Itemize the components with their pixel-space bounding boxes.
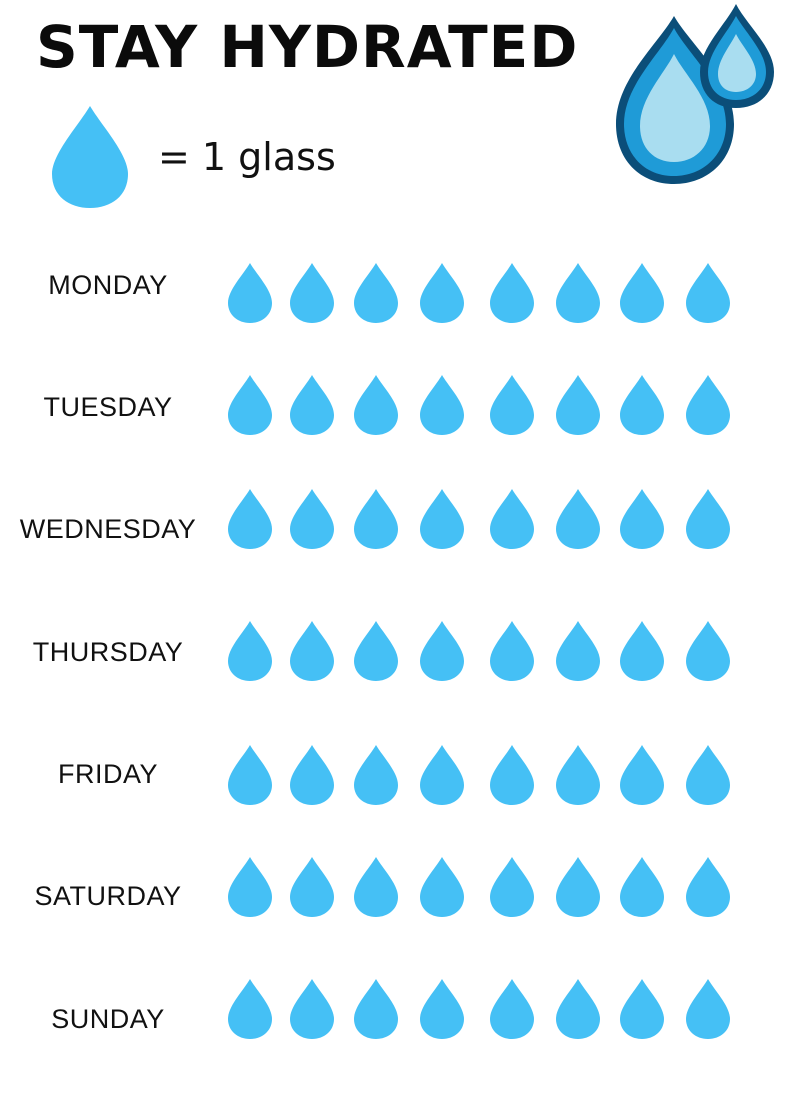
water-drop-icon[interactable] (554, 374, 602, 436)
water-drop-icon[interactable] (418, 856, 466, 918)
legend-label: = 1 glass (158, 135, 336, 179)
water-drop-icon[interactable] (684, 488, 732, 550)
water-drop-icon[interactable] (352, 262, 400, 324)
water-drop-icon[interactable] (488, 744, 536, 806)
water-drop-icon[interactable] (684, 262, 732, 324)
drop-row-friday (222, 744, 742, 810)
day-label-tuesday: TUESDAY (43, 392, 173, 422)
water-drops-icon (612, 0, 782, 190)
water-drop-icon[interactable] (488, 262, 536, 324)
water-drop-icon[interactable] (288, 978, 336, 1040)
water-drop-icon[interactable] (684, 978, 732, 1040)
water-drop-icon[interactable] (488, 374, 536, 436)
water-drop-icon[interactable] (618, 262, 666, 324)
water-drop-icon[interactable] (226, 856, 274, 918)
water-drop-icon[interactable] (418, 978, 466, 1040)
water-drop-icon[interactable] (488, 488, 536, 550)
water-drop-icon[interactable] (288, 262, 336, 324)
water-drop-icon[interactable] (288, 374, 336, 436)
day-label-monday: MONDAY (48, 270, 168, 300)
drop-row-sunday (222, 978, 742, 1044)
water-drop-icon[interactable] (554, 488, 602, 550)
water-drop-icon[interactable] (418, 620, 466, 682)
water-drop-icon[interactable] (418, 374, 466, 436)
page-title: STAY HYDRATED (36, 13, 579, 81)
water-drop-icon[interactable] (352, 488, 400, 550)
water-drop-icon[interactable] (554, 620, 602, 682)
water-drop-icon[interactable] (618, 856, 666, 918)
drop-row-monday (222, 262, 742, 328)
water-drop-icon[interactable] (288, 620, 336, 682)
water-drop-icon[interactable] (288, 744, 336, 806)
day-label-friday: FRIDAY (57, 759, 158, 789)
water-drop-icon[interactable] (554, 744, 602, 806)
water-drop-icon[interactable] (418, 488, 466, 550)
drop-row-thursday (222, 620, 742, 686)
water-drop-icon[interactable] (488, 856, 536, 918)
day-label-sunday: SUNDAY (51, 1004, 165, 1034)
water-drop-icon[interactable] (488, 620, 536, 682)
water-drop-icon[interactable] (618, 488, 666, 550)
water-drop-icon[interactable] (352, 978, 400, 1040)
water-drop-icon[interactable] (554, 978, 602, 1040)
day-label-wednesday: WEDNESDAY (19, 514, 197, 544)
water-drop-icon[interactable] (488, 978, 536, 1040)
drop-row-saturday (222, 856, 742, 922)
day-label-saturday: SATURDAY (34, 881, 182, 911)
water-drop-icon[interactable] (618, 978, 666, 1040)
water-drop-icon[interactable] (226, 744, 274, 806)
water-drop-icon[interactable] (554, 262, 602, 324)
water-drop-icon[interactable] (226, 262, 274, 324)
water-drop-icon[interactable] (352, 620, 400, 682)
water-drop-icon[interactable] (352, 744, 400, 806)
drop-row-tuesday (222, 374, 742, 440)
day-label-thursday: THURSDAY (32, 637, 184, 667)
water-drop-icon[interactable] (684, 620, 732, 682)
water-drop-icon[interactable] (418, 262, 466, 324)
water-drop-icon[interactable] (618, 620, 666, 682)
water-drop-icon[interactable] (684, 374, 732, 436)
water-drop-icon[interactable] (618, 374, 666, 436)
water-drop-icon[interactable] (352, 856, 400, 918)
water-drop-icon[interactable] (288, 856, 336, 918)
water-drop-icon[interactable] (226, 488, 274, 550)
water-drop-icon (50, 104, 130, 210)
water-drop-icon[interactable] (554, 856, 602, 918)
water-drop-icon[interactable] (618, 744, 666, 806)
water-drop-icon[interactable] (226, 374, 274, 436)
water-drop-icon[interactable] (226, 620, 274, 682)
water-drop-icon[interactable] (288, 488, 336, 550)
water-drop-icon[interactable] (684, 856, 732, 918)
water-drop-icon[interactable] (226, 978, 274, 1040)
water-drop-icon[interactable] (352, 374, 400, 436)
water-drop-icon[interactable] (684, 744, 732, 806)
water-drop-icon[interactable] (418, 744, 466, 806)
drop-row-wednesday (222, 488, 742, 554)
